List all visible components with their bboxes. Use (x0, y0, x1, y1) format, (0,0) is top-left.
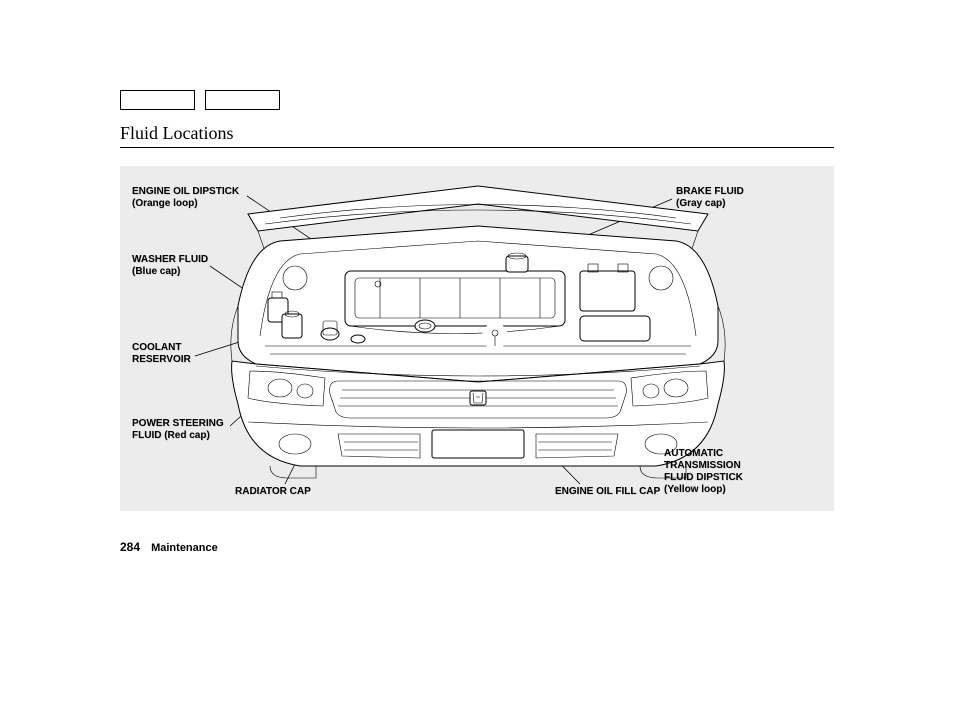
placeholder-box-1 (120, 90, 195, 110)
label-engine-oil-dipstick: ENGINE OIL DIPSTICK (Orange loop) (132, 186, 239, 210)
label-brake-fluid: BRAKE FLUID (Gray cap) (676, 186, 744, 210)
manual-page: Fluid Locations (0, 0, 954, 710)
label-line: FLUID DIPSTICK (664, 472, 743, 484)
page-number: 284 (120, 540, 140, 554)
label-line: WASHER FLUID (132, 254, 208, 266)
label-line: TRANSMISSION (664, 460, 743, 472)
label-line: COOLANT (132, 342, 191, 354)
label-line: AUTOMATIC (664, 448, 743, 460)
label-line: ENGINE OIL DIPSTICK (132, 186, 239, 198)
page-footer: 284 Maintenance (120, 540, 218, 554)
header-placeholder-boxes (120, 90, 280, 110)
label-line: BRAKE FLUID (676, 186, 744, 198)
label-engine-oil-fill: ENGINE OIL FILL CAP (555, 486, 660, 498)
label-line: (Yellow loop) (664, 484, 743, 496)
label-automatic-transmission: AUTOMATIC TRANSMISSION FLUID DIPSTICK (Y… (664, 448, 743, 496)
label-line: (Gray cap) (676, 198, 744, 210)
car-body (231, 186, 725, 478)
label-line: RESERVOIR (132, 354, 191, 366)
section-name: Maintenance (151, 542, 218, 554)
label-line: ENGINE OIL FILL CAP (555, 486, 660, 498)
page-title: Fluid Locations (120, 123, 234, 144)
label-radiator-cap: RADIATOR CAP (235, 486, 311, 498)
label-line: (Blue cap) (132, 266, 208, 278)
label-line: FLUID (Red cap) (132, 430, 224, 442)
label-line: RADIATOR CAP (235, 486, 311, 498)
fluid-locations-diagram: ENGINE OIL DIPSTICK (Orange loop) WASHER… (120, 166, 834, 511)
label-line: POWER STEERING (132, 418, 224, 430)
label-power-steering: POWER STEERING FLUID (Red cap) (132, 418, 224, 442)
label-washer-fluid: WASHER FLUID (Blue cap) (132, 254, 208, 278)
placeholder-box-2 (205, 90, 280, 110)
label-coolant: COOLANT RESERVOIR (132, 342, 191, 366)
title-underline (120, 147, 834, 148)
label-line: (Orange loop) (132, 198, 239, 210)
